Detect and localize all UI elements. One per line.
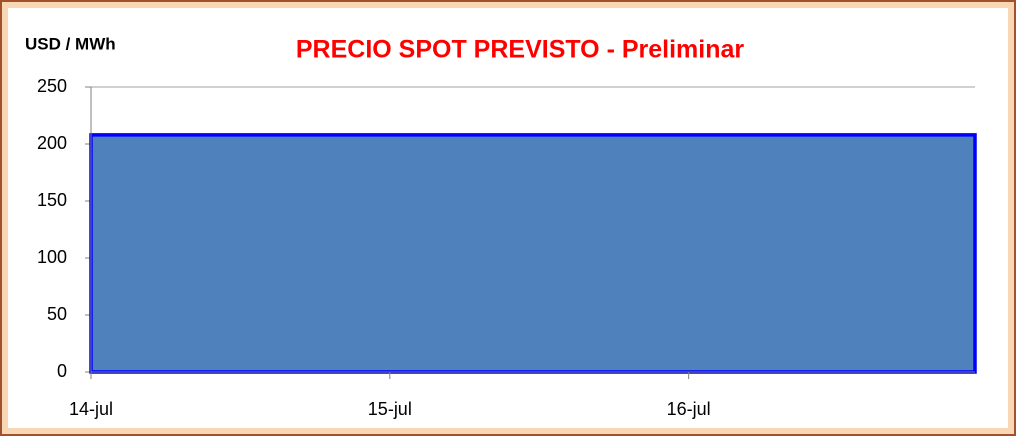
chart-title: PRECIO SPOT PREVISTO - Preliminar [296, 36, 745, 64]
y-axis-label: USD / MWh [25, 34, 116, 53]
y-tick-label: 200 [37, 133, 67, 153]
y-tick-label: 150 [37, 190, 67, 210]
y-tick-label: 0 [57, 361, 67, 381]
area [89, 133, 977, 374]
y-tick-label: 100 [37, 247, 67, 267]
x-tick-label: 15-jul [368, 399, 412, 419]
y-tick-label: 250 [37, 76, 67, 96]
x-tick-label: 16-jul [667, 399, 711, 419]
y-tick-label: 50 [47, 304, 67, 324]
x-tick-label: 14-jul [69, 399, 113, 419]
